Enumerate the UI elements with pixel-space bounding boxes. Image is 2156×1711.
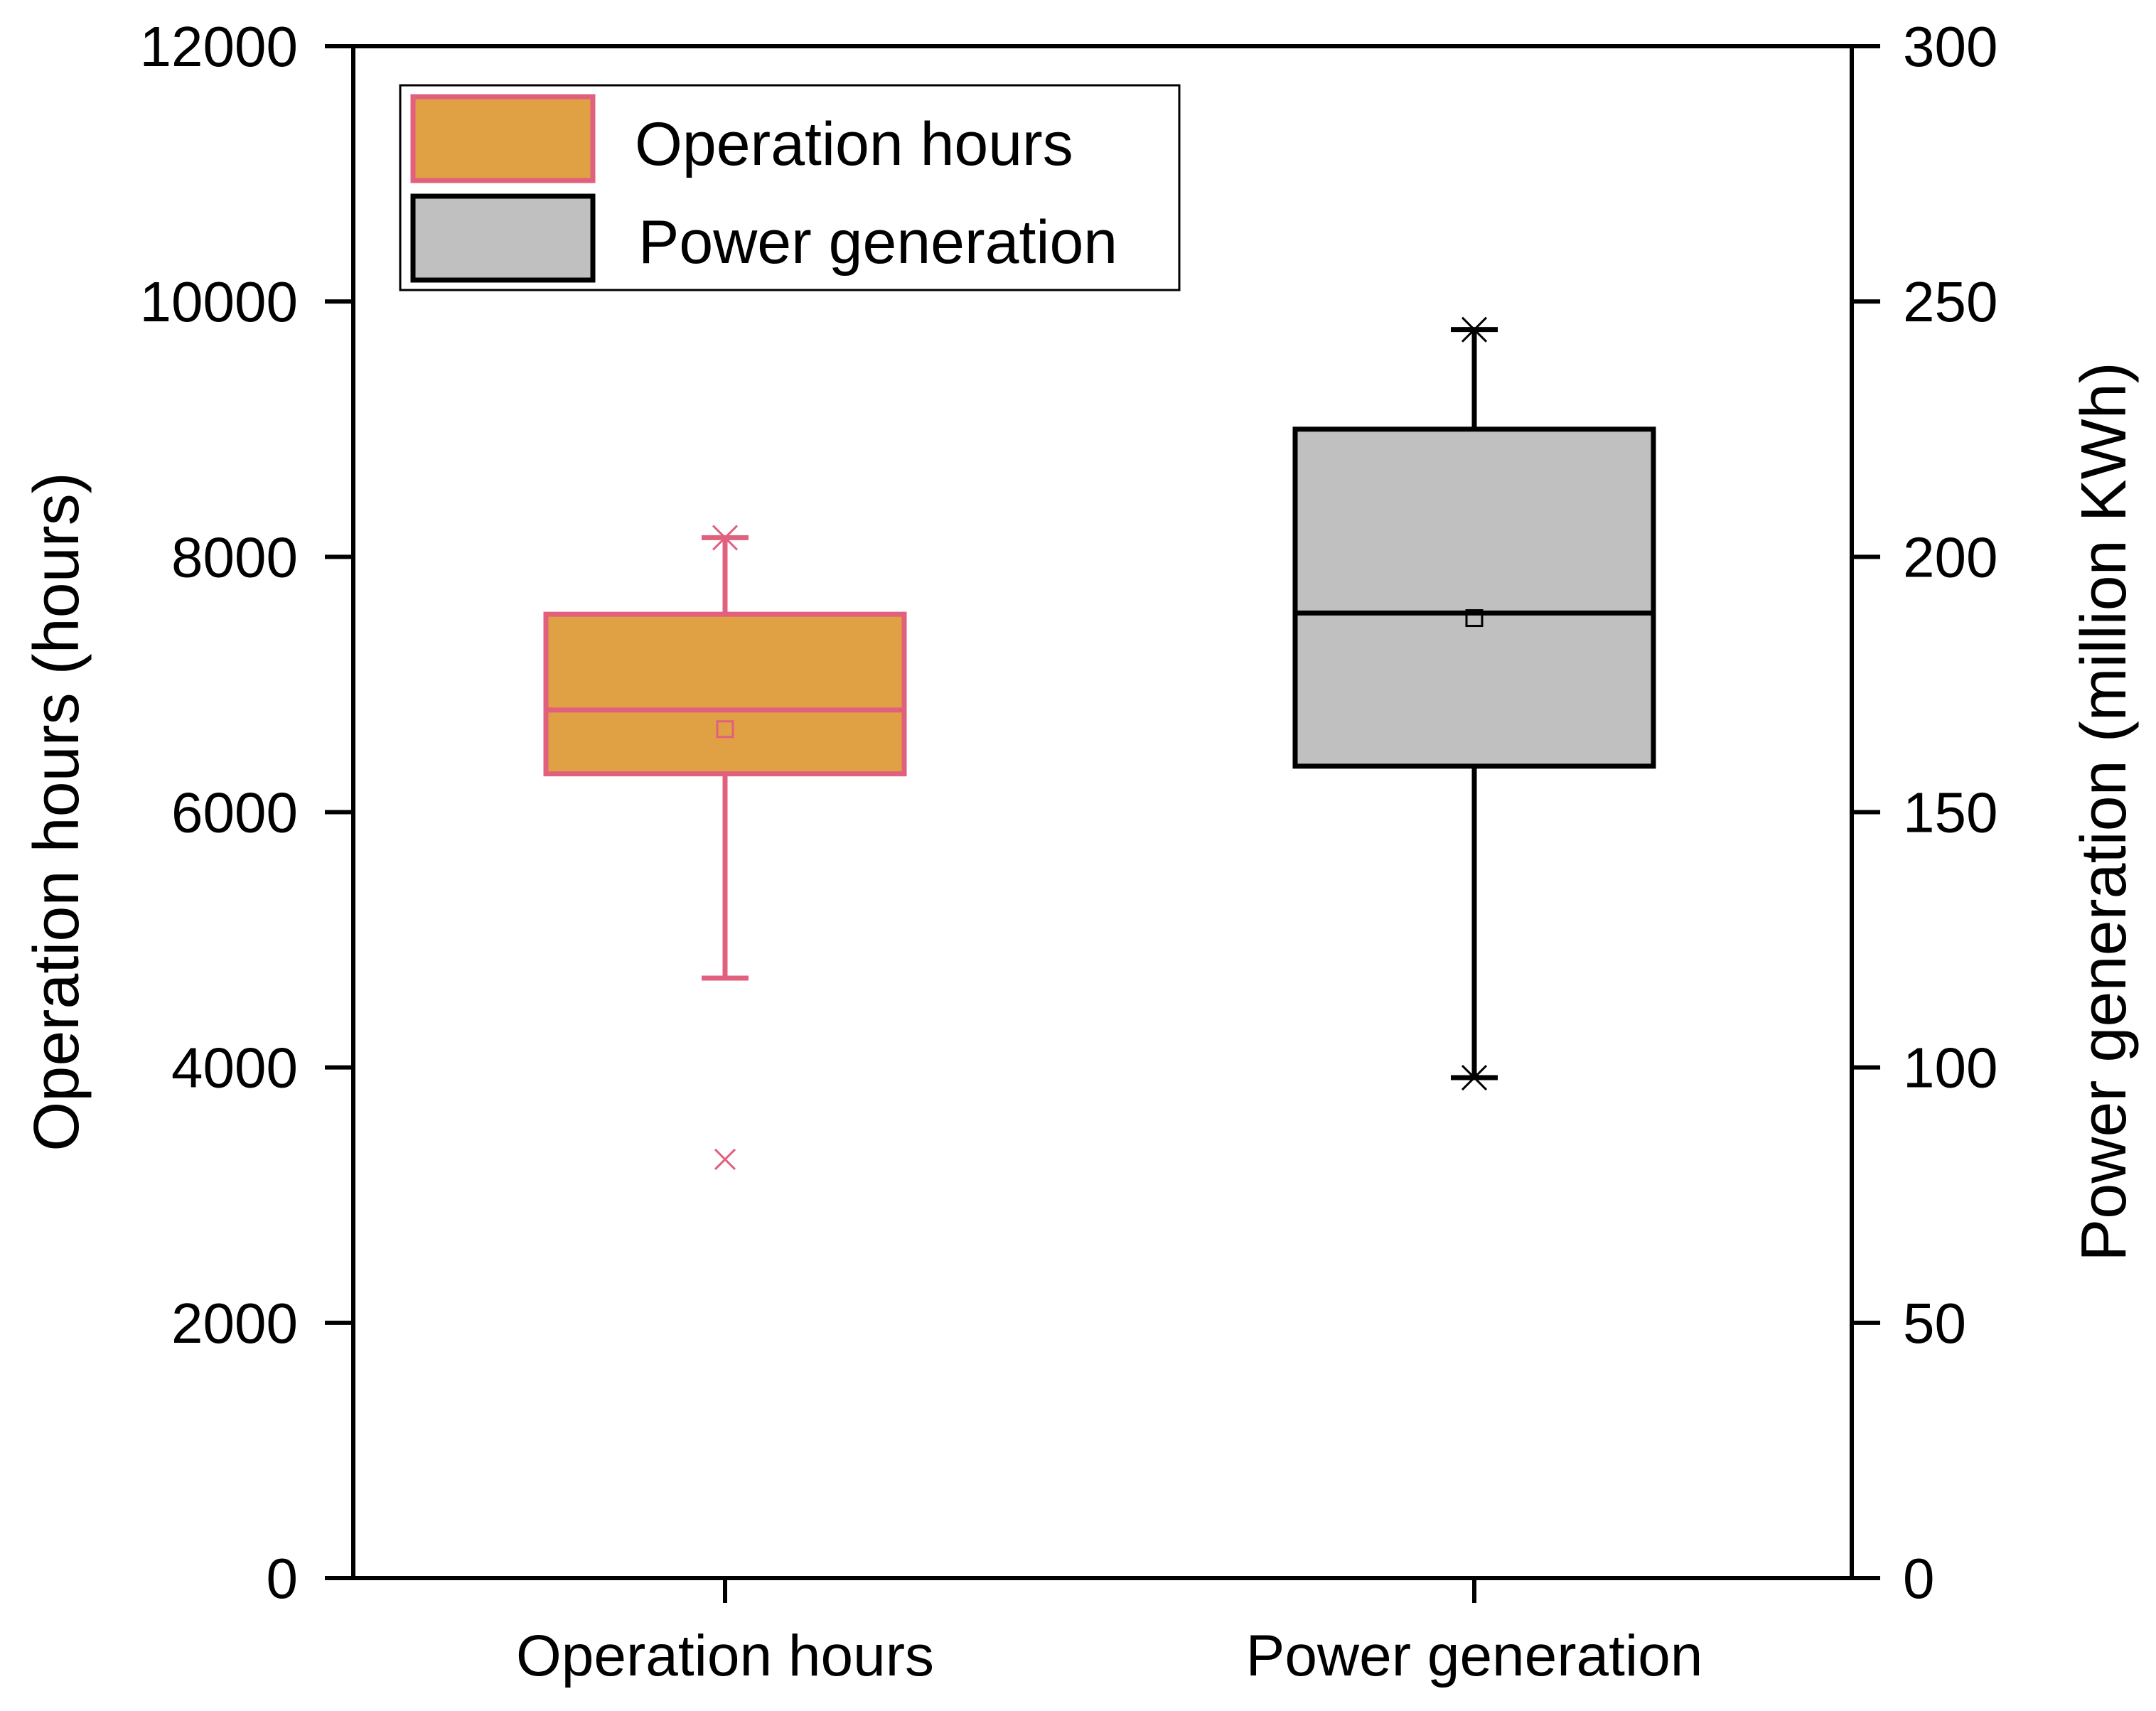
max-marker-stroke xyxy=(712,525,739,551)
right-axis-tick-label: 50 xyxy=(1903,1292,1966,1355)
left-axis-tick-label: 0 xyxy=(267,1547,299,1610)
left-axis-tick-label: 8000 xyxy=(171,525,298,589)
max-marker-stroke xyxy=(1461,316,1488,343)
left-axis-tick-label: 2000 xyxy=(171,1292,298,1355)
right-axis-tick-label: 100 xyxy=(1903,1036,1997,1100)
left-axis-title: Operation hours (hours) xyxy=(21,472,92,1151)
iqr-box xyxy=(1292,427,1656,769)
x-category-label-power-generation: Power generation xyxy=(1246,1624,1703,1688)
legend-swatch-operation-hours xyxy=(410,94,596,183)
left-axis-tick-label: 12000 xyxy=(140,15,298,78)
right-y-axis: 0 50 100 150 200 250 300 xyxy=(1852,15,1997,1610)
right-axis-tick-label: 300 xyxy=(1903,15,1997,78)
box-operation-hours xyxy=(543,525,907,1171)
right-axis-tick-label: 200 xyxy=(1903,525,1997,589)
max-marker xyxy=(712,525,739,551)
box-series-group xyxy=(543,316,1656,1171)
min-marker xyxy=(1461,1064,1488,1091)
right-axis-tick-label: 250 xyxy=(1903,270,1997,333)
x-category-label-operation-hours: Operation hours xyxy=(516,1624,934,1688)
right-axis-title: Power generation (million KWh) xyxy=(2069,362,2140,1262)
legend-swatch-power-generation xyxy=(410,193,596,283)
legend-label-power-generation: Power generation xyxy=(638,208,1117,277)
outlier-point xyxy=(714,1148,736,1171)
min-marker-stroke xyxy=(1461,1064,1488,1091)
mean-marker xyxy=(1465,609,1484,628)
iqr-box xyxy=(543,611,907,777)
left-axis-tick-label: 6000 xyxy=(171,781,298,844)
legend: Operation hours Power generation xyxy=(399,84,1181,291)
max-marker xyxy=(1461,316,1488,343)
mean-marker xyxy=(716,720,734,739)
right-axis-tick-label: 150 xyxy=(1903,781,1997,844)
left-axis-tick-label: 4000 xyxy=(171,1036,298,1100)
box-power-generation xyxy=(1292,316,1656,1091)
right-axis-tick-label: 0 xyxy=(1903,1547,1935,1610)
left-axis-tick-label: 10000 xyxy=(140,270,298,333)
legend-label-operation-hours: Operation hours xyxy=(635,110,1073,178)
outlier-point-stroke xyxy=(714,1148,736,1171)
left-y-axis: 0 2000 4000 6000 8000 10000 12000 xyxy=(140,15,353,1610)
